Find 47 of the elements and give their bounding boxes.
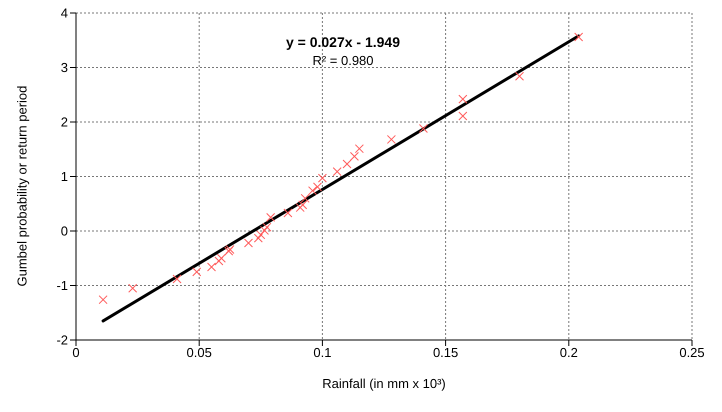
point: [458, 112, 468, 121]
point: [207, 262, 216, 272]
point: [216, 254, 226, 263]
annotation: y = 0.027x - 1.949: [284, 34, 402, 50]
point: [214, 256, 224, 266]
point: [254, 234, 263, 243]
point: [244, 238, 253, 248]
x-tick-label: 0.15: [432, 345, 458, 360]
point: [574, 32, 584, 42]
x-tick-label: 0.1: [313, 345, 332, 360]
point: [332, 167, 342, 176]
y-tick-label: 4: [60, 6, 68, 21]
point: [386, 134, 396, 144]
point: [298, 200, 308, 210]
y-tick-label: 0: [60, 224, 68, 239]
point: [418, 124, 428, 134]
point: [172, 274, 182, 284]
x-tick-label: 0.05: [186, 345, 212, 360]
point: [342, 159, 352, 168]
point: [260, 226, 269, 235]
point: [318, 174, 327, 183]
point: [192, 267, 202, 276]
x-tick-label: 0.2: [560, 345, 578, 360]
y-axis-title: Gumbel probability or return period: [14, 86, 30, 286]
y-tick-label: -1: [56, 278, 68, 294]
point: [98, 295, 108, 304]
point: [312, 182, 322, 192]
x-tick-label: 0: [72, 345, 80, 360]
point: [458, 94, 468, 104]
point: [308, 186, 318, 196]
annotation: R² = 0.980: [311, 53, 375, 68]
y-tick-label: 3: [60, 60, 68, 76]
y-tick-label: -2: [56, 332, 68, 348]
y-tick-label: 2: [60, 114, 68, 130]
point: [283, 208, 292, 218]
y-tick-label: 1: [60, 169, 68, 184]
point: [354, 144, 364, 154]
point: [515, 72, 524, 81]
point: [266, 212, 276, 222]
point: [300, 194, 310, 203]
point: [296, 203, 305, 212]
x-tick-label: 0.25: [679, 345, 705, 360]
point: [128, 284, 138, 293]
point: [256, 230, 266, 240]
point: [262, 222, 272, 232]
point: [350, 152, 359, 161]
x-axis-title: Rainfall (in mm x 10³): [322, 376, 446, 391]
